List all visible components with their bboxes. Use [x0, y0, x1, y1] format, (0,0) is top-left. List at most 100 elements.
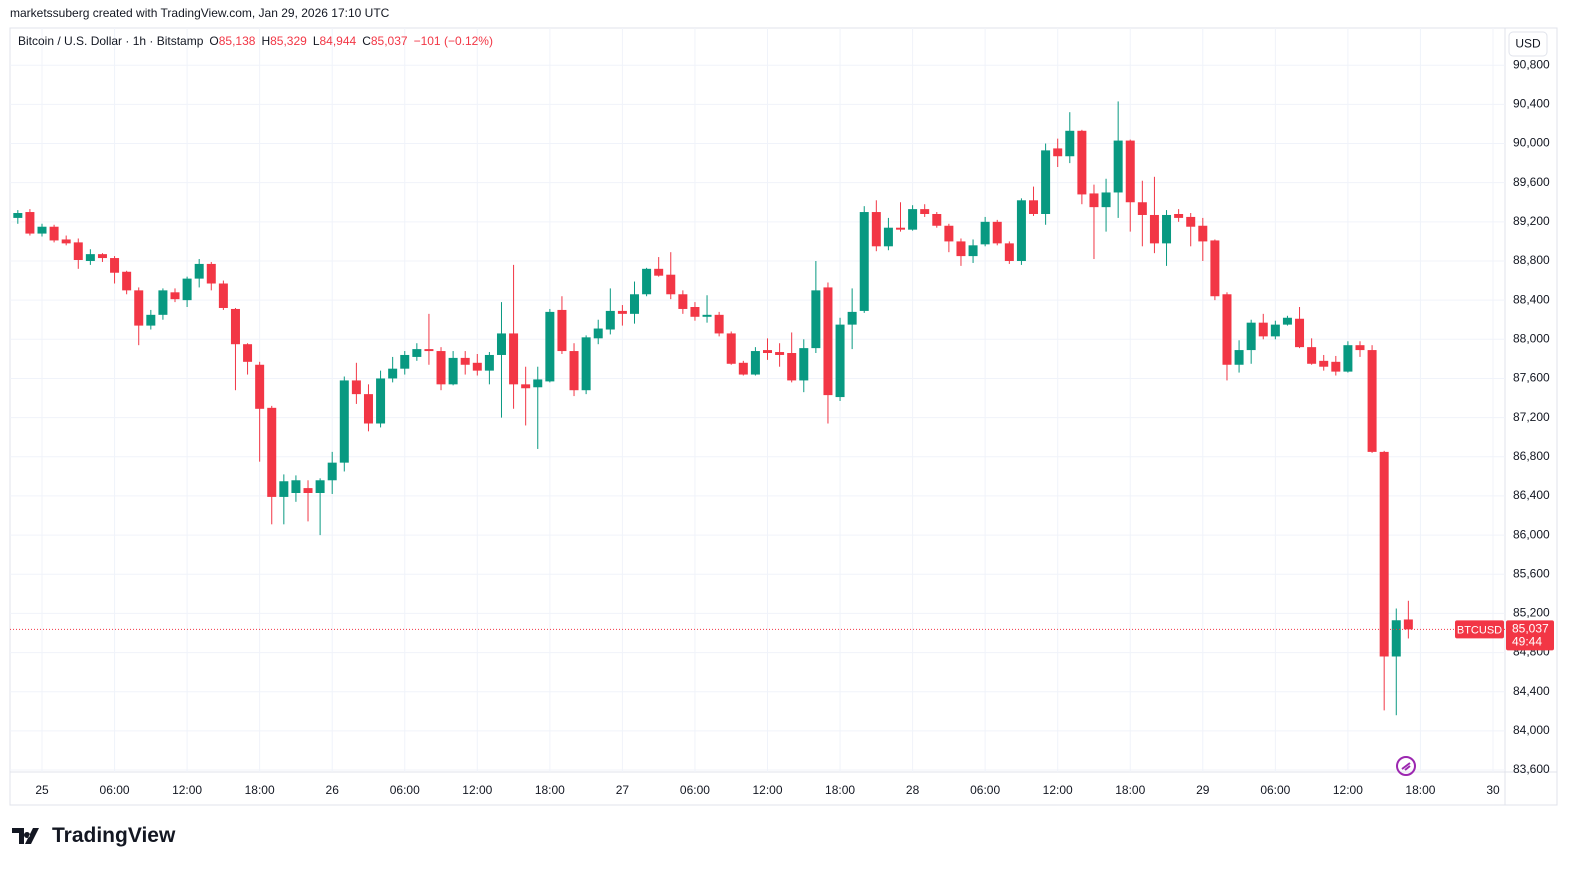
candle-body [738, 362, 748, 375]
candle-body [1041, 150, 1051, 214]
candle-body [484, 354, 494, 371]
legend-key: O [209, 34, 219, 48]
y-tick-label: 86,400 [1513, 488, 1550, 502]
countdown: 49:44 [1512, 635, 1542, 649]
x-tick-label: 27 [616, 783, 630, 797]
candle-body [1355, 345, 1365, 351]
x-tick-label: 12:00 [1333, 783, 1363, 797]
x-tick-label: 18:00 [245, 783, 275, 797]
candle-body [37, 226, 47, 234]
y-tick-label: 87,200 [1513, 410, 1550, 424]
x-tick-label: 25 [35, 783, 49, 797]
candle-body [1113, 140, 1123, 193]
candle-body [134, 290, 144, 326]
candle-body [1282, 317, 1292, 325]
candle-body [315, 480, 325, 493]
candle-body [702, 314, 712, 317]
candle-body [581, 337, 591, 391]
assistant-icon[interactable] [1396, 756, 1416, 776]
brand-logo[interactable]: TradingView [12, 824, 175, 848]
candle-body [859, 212, 869, 311]
candle-body [436, 351, 446, 385]
candle-body [279, 481, 289, 497]
candle-body [642, 268, 652, 295]
x-tick-label: 18:00 [1405, 783, 1435, 797]
currency-button[interactable] [1508, 31, 1548, 57]
y-tick-label: 89,200 [1513, 214, 1550, 228]
candle-body [303, 488, 313, 493]
candle-body [533, 379, 543, 388]
candle-body [25, 212, 35, 234]
candle-body [908, 209, 918, 230]
x-tick-label: 18:00 [825, 783, 855, 797]
y-tick-label: 86,800 [1513, 449, 1550, 463]
candle-body [1343, 345, 1353, 372]
y-tick-label: 85,600 [1513, 566, 1550, 580]
candle-body [448, 357, 458, 385]
y-tick-label: 90,400 [1513, 97, 1550, 111]
candle-body [255, 364, 265, 409]
candle-body [1307, 347, 1317, 364]
candle-body [1125, 140, 1135, 203]
candle-body [1186, 216, 1196, 227]
x-tick-label: 12:00 [752, 783, 782, 797]
candle-body [1210, 240, 1220, 297]
candle-body [146, 314, 156, 326]
candle-body [496, 333, 506, 355]
x-tick-label: 06:00 [1260, 783, 1290, 797]
symbol-tag-bg [1455, 620, 1504, 639]
candle-body [351, 380, 361, 395]
candle-body [980, 221, 990, 245]
candle-body [85, 254, 95, 261]
candle-body [1379, 451, 1389, 657]
candle-body [1246, 322, 1256, 351]
candle-body [1367, 350, 1377, 452]
candle-body [1319, 360, 1329, 367]
candle-body [267, 407, 277, 497]
candle-body [97, 254, 107, 259]
grid [10, 28, 1505, 772]
candle-body [629, 294, 639, 314]
candle-body [122, 271, 132, 291]
legend-value: 85,037 [370, 34, 408, 48]
candle-body [1234, 350, 1244, 365]
legend-key: C [362, 34, 371, 48]
candle-body [714, 314, 724, 334]
candle-body [654, 268, 664, 276]
y-tick-label: 86,000 [1513, 527, 1550, 541]
candle-body [1149, 214, 1159, 244]
legend-key: H [261, 34, 271, 48]
x-tick-label: 18:00 [1115, 783, 1145, 797]
candle-body [545, 311, 555, 382]
candle-body [194, 263, 204, 279]
y-tick-label: 90,000 [1513, 136, 1550, 150]
candle-body [472, 362, 482, 371]
candle-body [1403, 619, 1413, 630]
candle-body [206, 263, 216, 284]
candle-body [170, 292, 180, 300]
y-tick-label: 83,600 [1513, 762, 1550, 776]
candle-body [1004, 243, 1014, 261]
candle-body [363, 394, 373, 424]
currency[interactable]: USD [1515, 37, 1541, 51]
candle-body [835, 324, 845, 398]
candle-body [218, 283, 228, 308]
x-tick-label: 18:00 [535, 783, 565, 797]
legend-value: 84,944 [319, 34, 357, 48]
candle-body [400, 354, 410, 369]
candle-body [726, 333, 736, 364]
legend-value: −101 (−0.12%) [413, 34, 493, 48]
y-tick-label: 88,400 [1513, 292, 1550, 306]
candle-body [944, 225, 954, 242]
y-tick-label: 85,200 [1513, 606, 1550, 620]
candle-body [1029, 200, 1039, 214]
candle-body [883, 227, 893, 247]
candle-body [799, 348, 809, 381]
price-tag-bg [1506, 620, 1554, 651]
candle-body [750, 351, 760, 375]
candle-body [956, 241, 966, 257]
candle-body [521, 384, 531, 389]
x-tick-label: 12:00 [462, 783, 492, 797]
